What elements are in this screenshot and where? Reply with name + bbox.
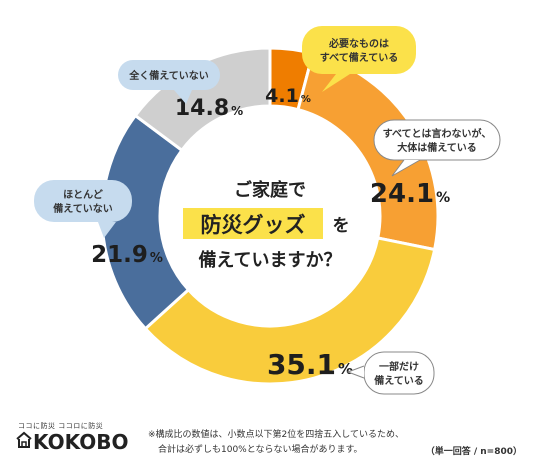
center-title-highlight: [183, 208, 323, 239]
callout-bubble-5: 全く備えていない: [118, 60, 220, 104]
house-icon: [16, 431, 32, 453]
sample-size: （単一回答 / n=800）: [425, 447, 522, 457]
callout-text-5-1: 全く備えていない: [128, 69, 209, 82]
callout-text-3-2: 備えている: [374, 374, 424, 387]
logo-tagline: ココに防災 ココロに防災: [18, 422, 104, 430]
footnote-line1: ※構成比の数値は、小数点以下第2位を四捨五入しているため、: [148, 430, 404, 440]
center-title-line1: ご家庭で: [234, 179, 306, 201]
footnote-line2: 合計は必ずしも100%とならない場合があります。: [158, 445, 363, 455]
center-title-highlight-text: 防災グッズ: [201, 213, 306, 237]
percent-labels: 4.1 %24.1 %35.1 %21.9 %14.8%: [91, 85, 450, 381]
callout-text-1-1: 必要なものは: [328, 37, 389, 50]
callout-text-3-1: 一部だけ: [379, 360, 419, 373]
callout-bubble-2: すべてとは言わないが、大体は備えている: [373, 119, 501, 177]
center-title-line3: 備えていますか？: [198, 249, 341, 271]
center-title: ご家庭で 防災グッズ を 備えていますか？: [183, 179, 350, 271]
footnote: ※構成比の数値は、小数点以下第2位を四捨五入しているため、 合計は必ずしも100…: [148, 428, 404, 458]
callout-text-2-2: 大体は備えている: [397, 141, 477, 154]
percent-label-3: 35.1%: [267, 348, 353, 381]
percent-label-2: 24.1%: [370, 179, 450, 209]
callout-text-4-1: ほとんど: [63, 188, 103, 201]
logo-text: KOKOBO: [33, 430, 129, 454]
slice-3: [143, 236, 437, 386]
center-title-particle: を: [333, 216, 350, 236]
callout-text-2-1: すべてとは言わないが、: [383, 127, 492, 140]
donut-slices: [100, 46, 440, 386]
callout-bubbles: 必要なものはすべて備えているすべてとは言わないが、大体は備えている一部だけ備えて…: [34, 26, 501, 395]
logo-wordmark: KOKOBO: [16, 431, 128, 453]
callout-text-1-2: すべて備えている: [320, 51, 398, 64]
callout-text-4-2: 備えていない: [53, 202, 113, 215]
kokobo-logo: ココに防災 ココロに防災 KOKOBO: [16, 421, 128, 453]
